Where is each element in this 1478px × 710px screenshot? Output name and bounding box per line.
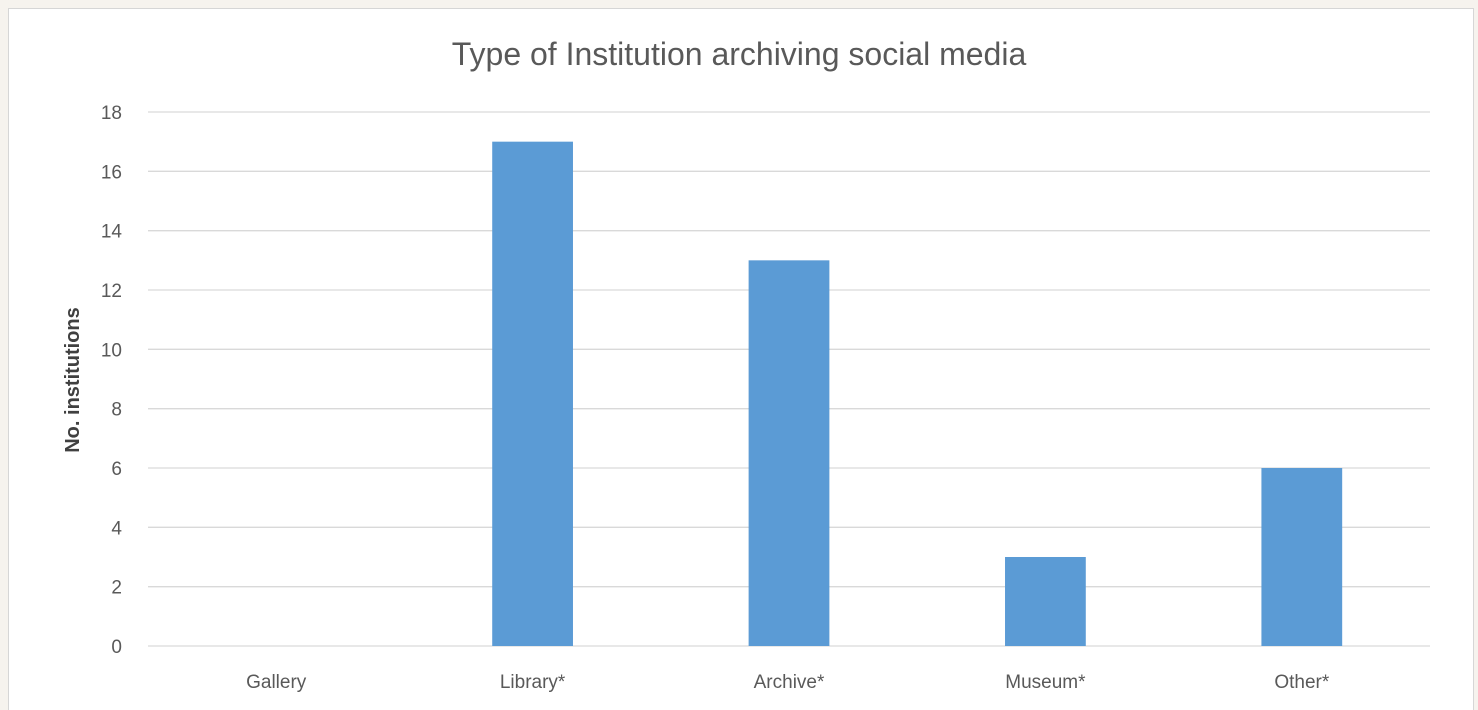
y-tick-label: 8 [111,400,122,421]
y-tick-label: 10 [101,340,122,361]
x-tick-label: Gallery [246,672,307,693]
y-tick-label: 12 [101,281,122,302]
x-tick-label: Library* [500,672,566,693]
x-tick-labels: Gallery Library* Archive* Museum* Other* [246,672,1330,693]
bar-library [492,141,573,646]
bar-other [1261,468,1343,646]
y-tick-labels: 0 2 4 6 8 10 12 14 16 18 [101,103,123,658]
x-tick-label: Museum* [1005,672,1086,693]
chart-title: Type of Institution archiving social med… [452,36,1027,72]
chart-frame [8,8,1474,710]
y-tick-label: 14 [101,222,123,243]
y-tick-label: 4 [111,518,122,539]
x-tick-label: Archive* [754,672,825,693]
y-tick-label: 16 [101,162,122,183]
bar-museum [1005,557,1086,646]
y-tick-label: 2 [111,578,122,599]
y-tick-label: 0 [111,637,122,658]
x-tick-label: Other* [1274,672,1330,693]
bar-archive [748,260,830,646]
y-tick-label: 6 [111,459,122,480]
bars [492,141,1343,646]
y-axis-title: No. institutions [62,307,84,453]
y-tick-label: 18 [101,103,122,124]
